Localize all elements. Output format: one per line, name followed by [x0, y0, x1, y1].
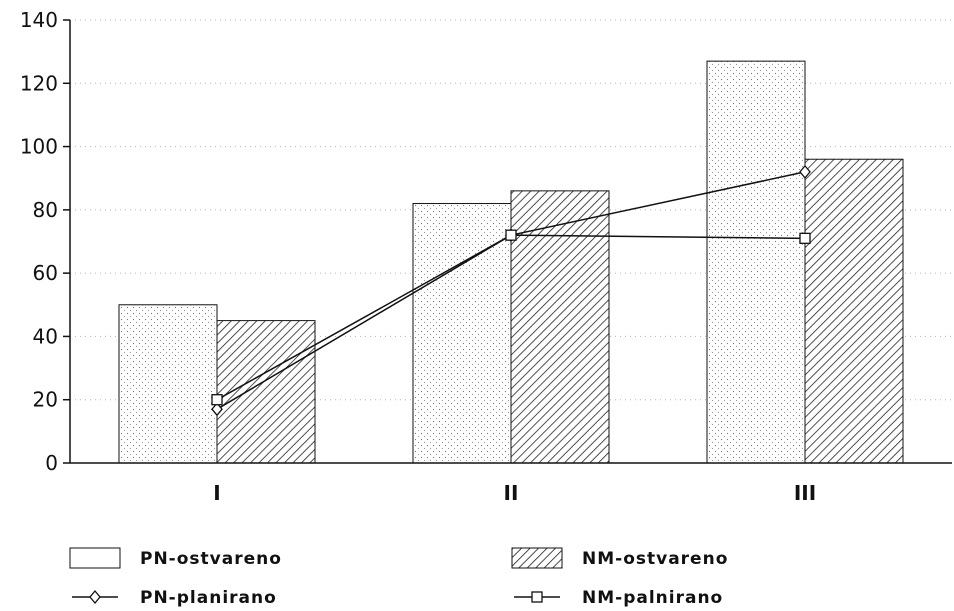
bar-pn-ostvareno-iii — [706, 60, 806, 464]
legend: PN-ostvareno NM-ostvareno PN-planirano NM-p… — [69, 547, 728, 608]
legend-swatch — [511, 547, 563, 569]
y-tick-label: 120 — [20, 71, 58, 95]
legend-swatch — [69, 547, 121, 569]
legend-marker — [89, 589, 101, 605]
point-nm-palnirano — [799, 232, 811, 244]
bar-nm-ostvareno-i — [216, 320, 316, 464]
x-tick-label: I — [213, 481, 220, 505]
y-tick-label: 40 — [33, 324, 58, 348]
x-tick-label: III — [794, 481, 816, 505]
legend-item: PN-planirano — [72, 588, 277, 608]
y-tick-label: 140 — [20, 8, 58, 32]
bar-pn-ostvareno-i — [118, 304, 218, 464]
x-tick-labels: I II III — [213, 481, 816, 505]
bar-nm-ostvareno-iii — [804, 158, 904, 464]
x-tick-label: II — [504, 481, 519, 505]
legend-label: PN-ostvareno — [140, 549, 282, 569]
y-tick-label: 60 — [33, 261, 58, 285]
legend-label: PN-planirano — [140, 588, 277, 608]
bar-pn-ostvareno-ii — [412, 203, 512, 464]
legend-label: NM-ostvareno — [582, 549, 728, 569]
series-lines — [211, 164, 811, 417]
y-tick-label: 20 — [33, 388, 58, 412]
point-nm-palnirano — [505, 229, 517, 241]
point-pn-planirano — [211, 402, 223, 417]
y-tick-label: 80 — [33, 198, 58, 222]
y-tick-label: 100 — [20, 135, 58, 159]
axes — [63, 19, 952, 464]
bars — [118, 60, 904, 464]
legend-marker — [531, 591, 543, 603]
legend-label: NM-palnirano — [582, 588, 723, 608]
legend-item: PN-ostvareno — [69, 547, 282, 569]
point-nm-palnirano — [211, 394, 223, 406]
legend-item: NM-ostvareno — [511, 547, 728, 569]
y-tick-label: 0 — [45, 451, 58, 475]
y-tick-labels: 0 20 40 60 80 100 120 140 — [20, 8, 58, 475]
point-pn-planirano — [799, 164, 811, 179]
legend-item: NM-palnirano — [514, 588, 723, 608]
